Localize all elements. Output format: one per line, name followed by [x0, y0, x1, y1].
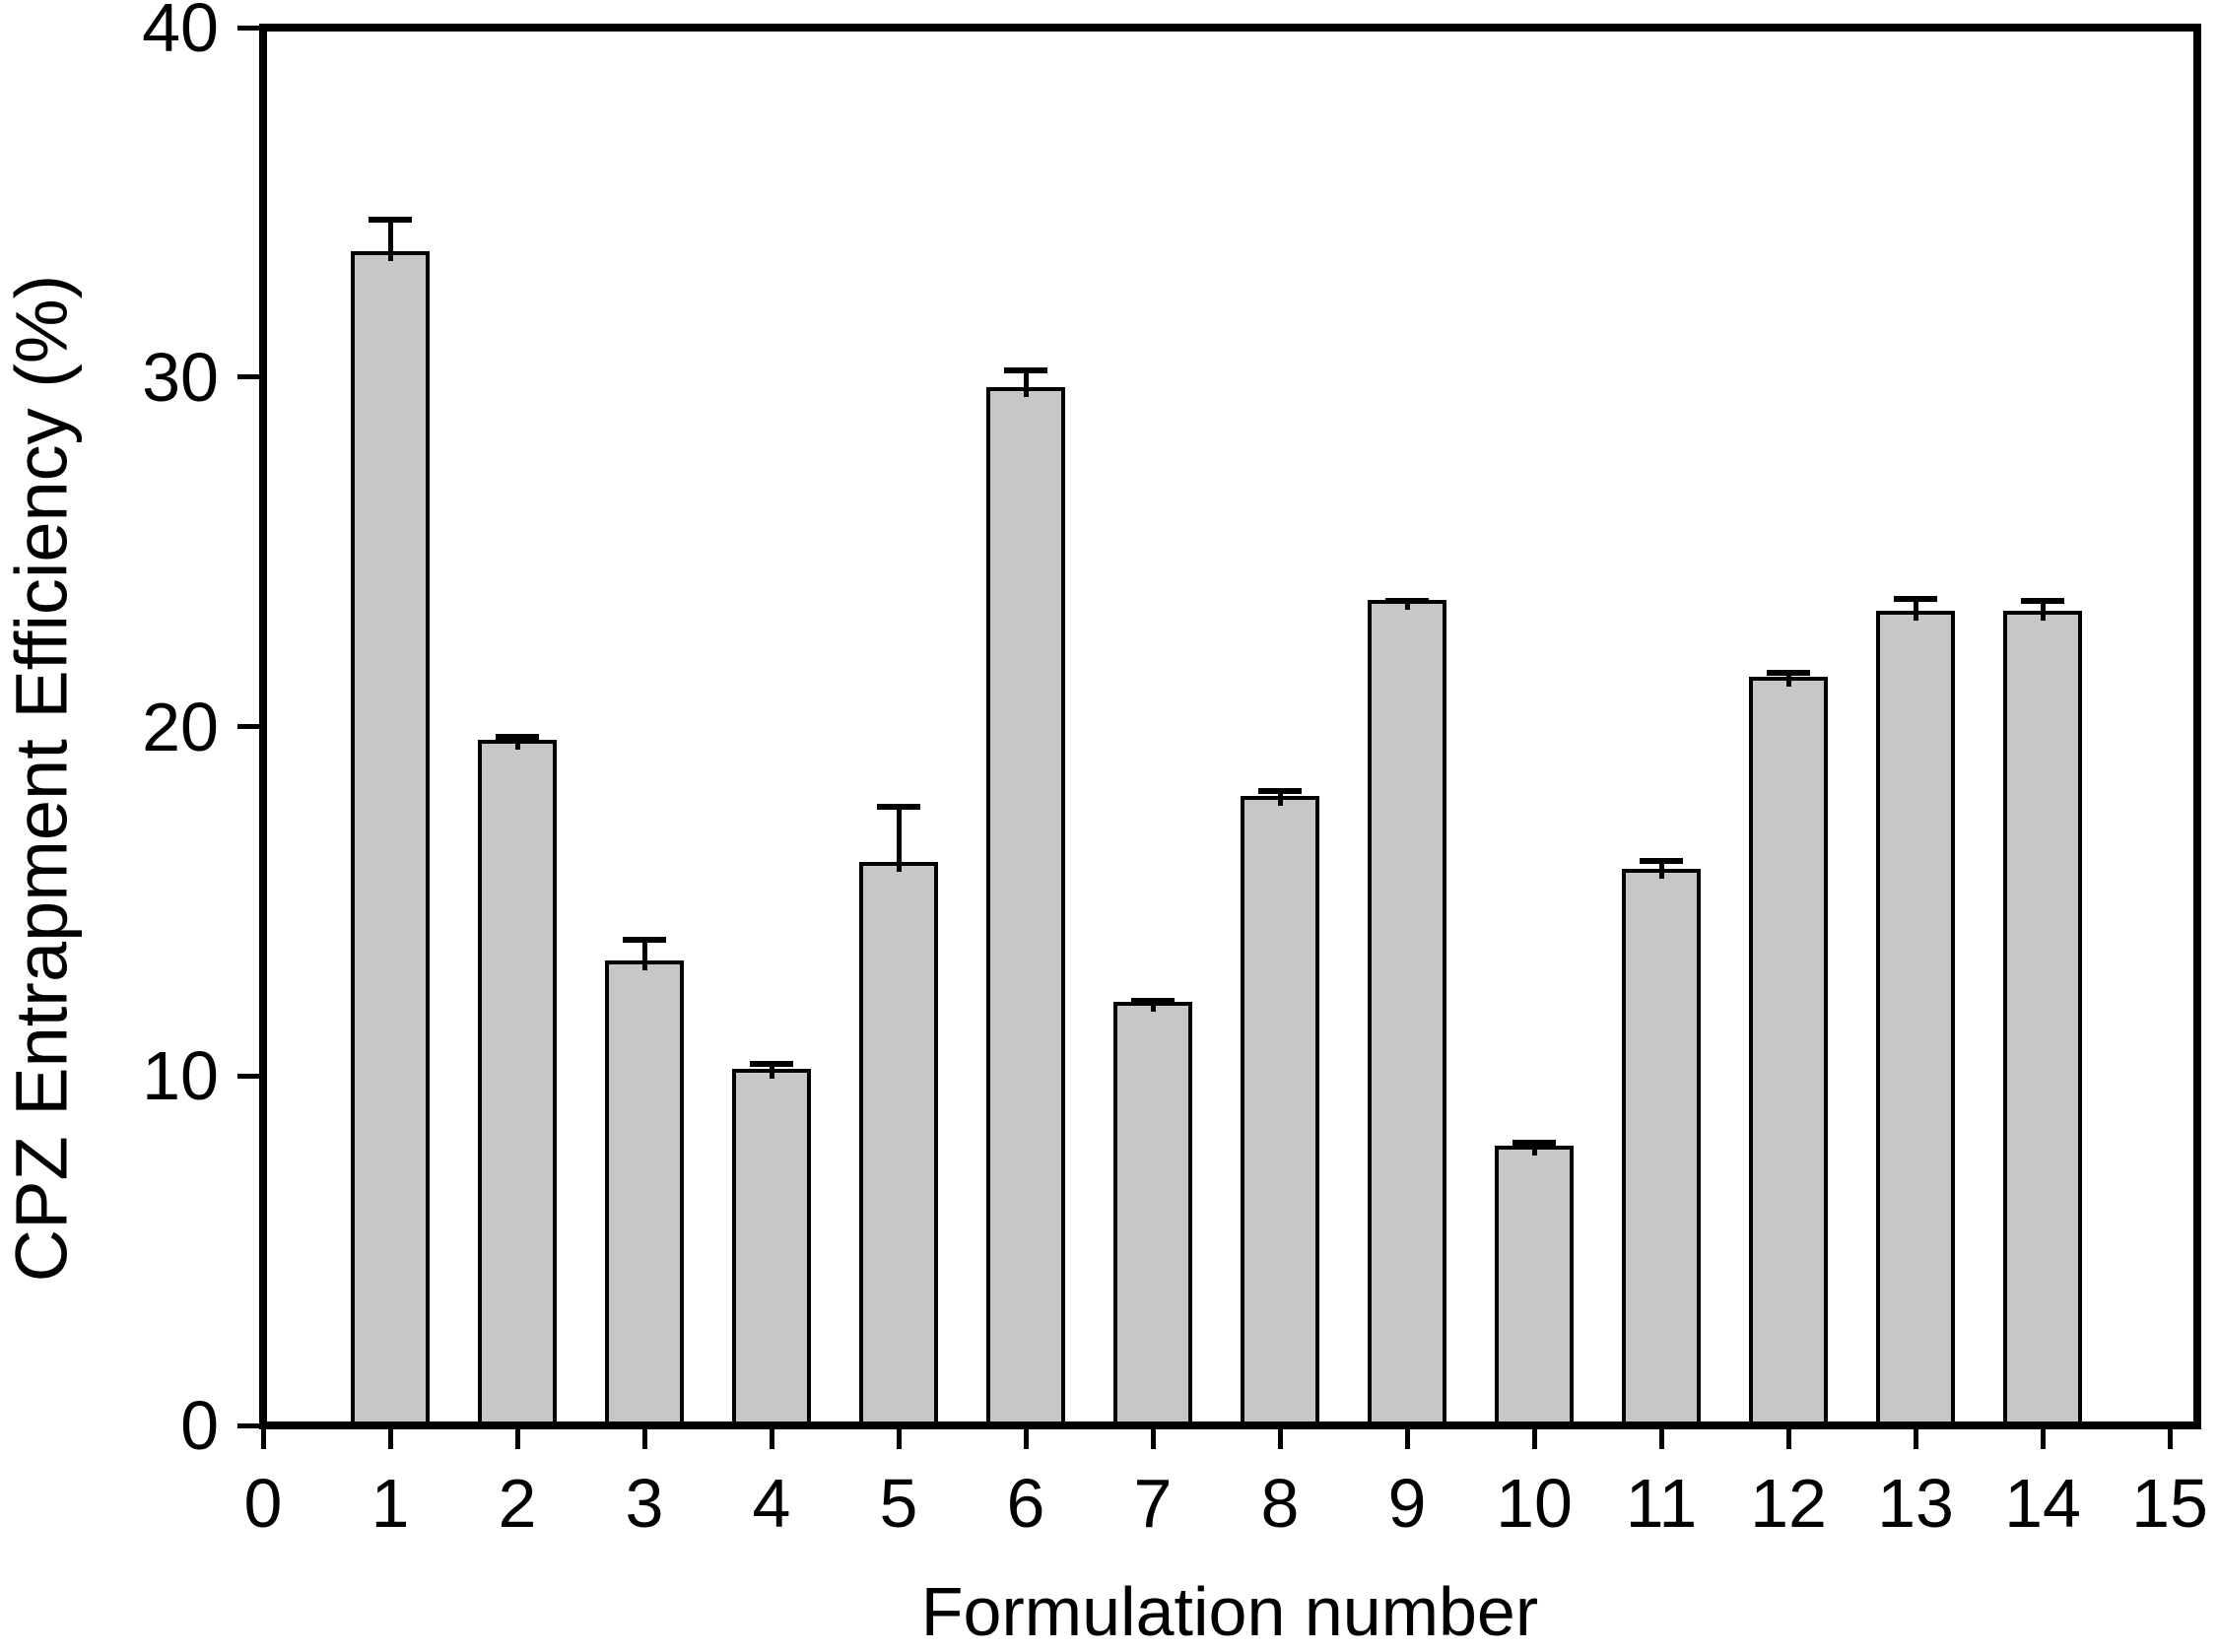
- x-axis-tick-1: [387, 1427, 393, 1449]
- x-axis-tick-3: [641, 1427, 647, 1449]
- bar-formulation-7: [1113, 1002, 1192, 1429]
- x-axis-tick-label-5: 5: [879, 1465, 918, 1542]
- x-axis-tick-label-7: 7: [1133, 1465, 1173, 1542]
- y-axis-tick-label-10: 10: [142, 1037, 219, 1115]
- error-bar-line-4: [769, 1063, 774, 1079]
- bar-formulation-10: [1495, 1145, 1574, 1429]
- x-axis-tick-14: [2040, 1427, 2046, 1449]
- y-axis-tick-label-40: 40: [142, 0, 219, 66]
- error-bar-cap-4: [750, 1060, 793, 1067]
- error-bar-cap-10: [1512, 1139, 1556, 1146]
- error-bar-cap-13: [1894, 596, 1937, 603]
- error-bar-cap-5: [877, 804, 920, 811]
- x-axis-tick-2: [514, 1427, 520, 1449]
- x-axis-tick-10: [1531, 1427, 1537, 1449]
- bar-formulation-11: [1622, 869, 1701, 1429]
- y-axis-tick-10: [237, 1073, 259, 1079]
- y-axis-tick-label-30: 30: [142, 338, 219, 416]
- bar-formulation-2: [478, 740, 557, 1429]
- error-bar-line-6: [1023, 369, 1029, 397]
- x-axis-tick-label-1: 1: [370, 1465, 410, 1542]
- error-bar-line-5: [896, 807, 902, 873]
- x-axis-tick-label-6: 6: [1006, 1465, 1045, 1542]
- x-axis-title: Formulation number: [920, 1573, 1539, 1650]
- error-bar-cap-6: [1004, 366, 1047, 373]
- error-bar-cap-3: [623, 936, 666, 943]
- error-bar-line-11: [1658, 861, 1664, 880]
- x-axis-tick-label-10: 10: [1496, 1465, 1573, 1542]
- x-axis-tick-6: [1023, 1427, 1029, 1449]
- x-axis-tick-label-2: 2: [498, 1465, 537, 1542]
- error-bar-cap-2: [496, 734, 539, 741]
- x-axis-tick-8: [1277, 1427, 1283, 1449]
- bar-formulation-9: [1368, 600, 1446, 1429]
- x-axis-tick-label-11: 11: [1625, 1465, 1698, 1542]
- y-axis-tick-40: [237, 25, 259, 31]
- error-bar-line-9: [1404, 600, 1410, 611]
- error-bar-cap-9: [1385, 597, 1429, 604]
- bar-formulation-4: [732, 1068, 811, 1429]
- error-bar-cap-11: [1640, 858, 1683, 865]
- y-axis-tick-0: [237, 1422, 259, 1428]
- x-axis-tick-label-0: 0: [243, 1465, 283, 1542]
- x-axis-tick-9: [1404, 1427, 1410, 1449]
- error-bar-cap-7: [1131, 997, 1175, 1004]
- bar-formulation-13: [1876, 610, 1955, 1429]
- x-axis-tick-label-14: 14: [2004, 1465, 2081, 1542]
- error-bar-cap-1: [369, 217, 412, 224]
- x-axis-tick-label-3: 3: [625, 1465, 664, 1542]
- x-axis-tick-11: [1658, 1427, 1664, 1449]
- x-axis-tick-15: [2167, 1427, 2173, 1449]
- x-axis-tick-13: [1913, 1427, 1918, 1449]
- x-axis-tick-4: [769, 1427, 774, 1449]
- error-bar-cap-12: [1767, 669, 1810, 676]
- error-bar-line-14: [2040, 600, 2046, 621]
- error-bar-cap-14: [2021, 597, 2064, 604]
- error-bar-line-7: [1150, 1000, 1156, 1013]
- error-bar-line-12: [1785, 672, 1791, 688]
- bar-formulation-5: [859, 862, 938, 1429]
- x-axis-tick-5: [896, 1427, 902, 1449]
- y-axis-tick-label-20: 20: [142, 688, 219, 765]
- bar-formulation-8: [1241, 795, 1319, 1429]
- x-axis-tick-12: [1785, 1427, 1791, 1449]
- error-bar-line-3: [641, 939, 647, 970]
- x-axis-tick-label-8: 8: [1260, 1465, 1300, 1542]
- x-axis-tick-label-15: 15: [2131, 1465, 2208, 1542]
- y-axis-tick-30: [237, 374, 259, 380]
- bar-formulation-1: [351, 250, 430, 1429]
- error-bar-line-2: [514, 737, 520, 751]
- bar-formulation-12: [1749, 677, 1828, 1429]
- y-axis-tick-label-0: 0: [180, 1387, 219, 1464]
- error-bar-line-13: [1913, 599, 1918, 621]
- error-bar-line-1: [387, 220, 393, 261]
- bar-formulation-14: [2003, 610, 2082, 1429]
- x-axis-tick-label-13: 13: [1877, 1465, 1954, 1542]
- bar-formulation-3: [605, 959, 684, 1429]
- bar-formulation-6: [986, 386, 1065, 1429]
- error-bar-line-8: [1277, 791, 1283, 806]
- error-bar-cap-8: [1258, 788, 1302, 795]
- error-bar-line-10: [1531, 1142, 1537, 1156]
- y-axis-tick-20: [237, 724, 259, 729]
- x-axis-tick-0: [260, 1427, 266, 1449]
- x-axis-tick-label-4: 4: [752, 1465, 791, 1542]
- x-axis-tick-label-12: 12: [1750, 1465, 1827, 1542]
- y-axis-title: CPZ Entrapment Efficiency (%): [0, 274, 83, 1283]
- x-axis-tick-label-9: 9: [1387, 1465, 1427, 1542]
- x-axis-tick-7: [1150, 1427, 1156, 1449]
